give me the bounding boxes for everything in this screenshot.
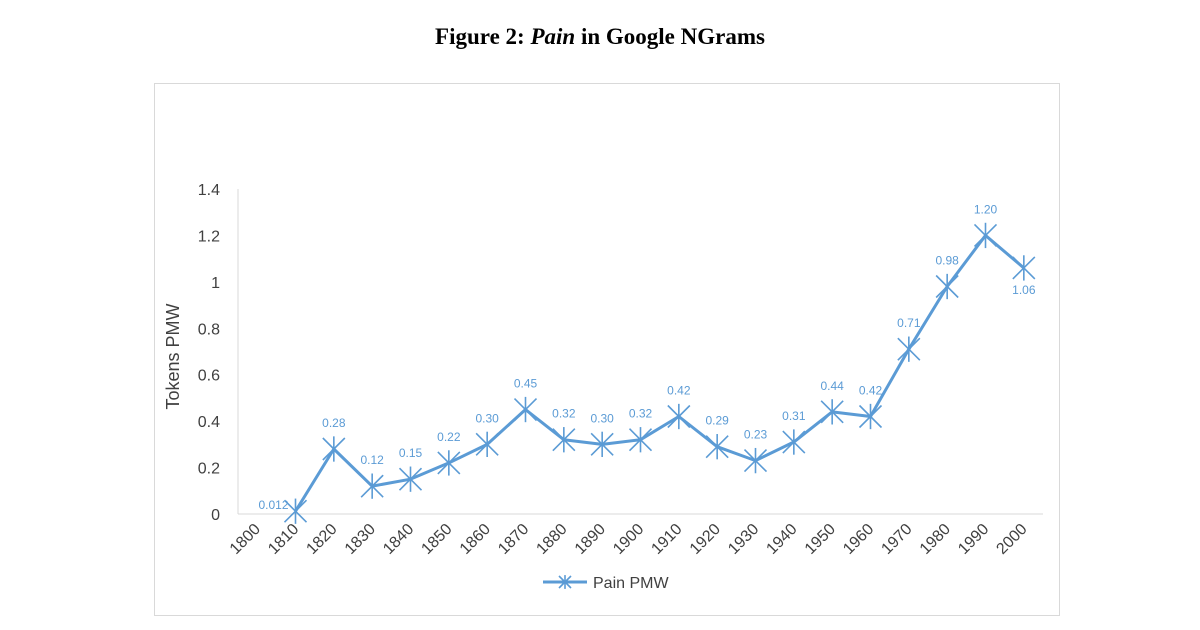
data-label: 0.30 bbox=[475, 411, 499, 425]
legend: Pain PMW bbox=[543, 575, 669, 592]
data-point-marker bbox=[360, 473, 384, 499]
data-label: 0.012 bbox=[258, 498, 288, 512]
data-label: 1.20 bbox=[974, 202, 998, 216]
data-label: 0.42 bbox=[859, 384, 883, 398]
data-label: 0.71 bbox=[897, 316, 921, 330]
data-point-marker bbox=[858, 403, 883, 430]
data-point-marker bbox=[667, 403, 691, 430]
x-tick-label: 1920 bbox=[687, 521, 724, 558]
series-line bbox=[294, 233, 1025, 513]
y-tick-label: 0.8 bbox=[198, 321, 220, 338]
data-point-marker bbox=[437, 450, 461, 476]
data-point-marker bbox=[283, 498, 308, 524]
data-point-marker bbox=[475, 431, 499, 458]
line-chart: 0 0.2 0.4 0.6 0.8 1 1.2 1.4 1800 1810 1820 1830 184… bbox=[163, 182, 1043, 592]
data-label: 0.29 bbox=[705, 414, 729, 428]
legend-marker-icon bbox=[558, 575, 572, 589]
data-label: 0.42 bbox=[667, 384, 691, 398]
data-label: 0.98 bbox=[935, 254, 959, 268]
data-point-marker bbox=[513, 396, 538, 423]
data-label: 0.32 bbox=[552, 407, 576, 421]
legend-label: Pain PMW bbox=[593, 575, 669, 592]
data-label: 0.45 bbox=[514, 377, 538, 391]
data-point-marker bbox=[398, 466, 423, 492]
data-point-marker bbox=[628, 427, 653, 453]
data-label: 1.06 bbox=[1012, 283, 1036, 297]
x-tick-label: 1870 bbox=[495, 521, 532, 558]
data-label: 0.32 bbox=[629, 407, 653, 421]
x-tick-label: 1850 bbox=[418, 521, 455, 558]
x-tick-label: 1940 bbox=[763, 521, 800, 558]
x-axis: 1800 1810 1820 1830 1840 1850 1860 1870 1880 1890… bbox=[227, 513, 1043, 558]
y-tick-label: 0.6 bbox=[198, 368, 220, 385]
y-tick-label: 1.2 bbox=[198, 228, 220, 245]
data-label: 0.15 bbox=[399, 446, 423, 460]
data-label: 0.23 bbox=[744, 428, 768, 442]
data-point-marker bbox=[705, 434, 729, 460]
x-tick-label: 1970 bbox=[878, 521, 915, 558]
figure-title-prefix: Figure 2: bbox=[435, 24, 531, 49]
data-point-marker bbox=[1012, 255, 1036, 281]
data-label: 0.44 bbox=[820, 379, 844, 393]
x-tick-label: 1810 bbox=[265, 521, 302, 558]
data-point-marker bbox=[782, 429, 806, 455]
data-label: 0.30 bbox=[590, 411, 614, 425]
y-tick-label: 1.4 bbox=[198, 182, 220, 199]
figure-title-suffix: in Google NGrams bbox=[575, 24, 765, 49]
x-tick-label: 1950 bbox=[802, 521, 839, 558]
data-point-marker bbox=[897, 336, 921, 362]
data-point-marker bbox=[973, 222, 998, 249]
chart-area: 0 0.2 0.4 0.6 0.8 1 1.2 1.4 1800 1810 1820 1830 184… bbox=[154, 83, 1060, 616]
x-tick-label: 1960 bbox=[840, 521, 877, 558]
x-tick-label: 2000 bbox=[993, 521, 1030, 558]
x-tick-label: 1830 bbox=[342, 521, 379, 558]
series-pain-pmw bbox=[283, 222, 1036, 524]
y-axis: 0 0.2 0.4 0.6 0.8 1 1.2 1.4 bbox=[198, 182, 239, 524]
y-tick-label: 0.2 bbox=[198, 461, 220, 478]
data-point-marker bbox=[322, 436, 346, 462]
data-point-marker bbox=[743, 447, 768, 474]
x-tick-label: 1820 bbox=[303, 521, 340, 558]
y-tick-label: 0 bbox=[211, 507, 220, 524]
x-tick-label: 1800 bbox=[227, 521, 264, 558]
data-point-marker bbox=[820, 399, 844, 425]
data-label: 0.31 bbox=[782, 409, 806, 423]
data-label: 0.28 bbox=[322, 416, 346, 430]
data-label: 0.12 bbox=[360, 453, 384, 467]
x-tick-label: 1990 bbox=[955, 521, 992, 558]
x-tick-label: 1910 bbox=[648, 521, 685, 558]
y-axis-title: Tokens PMW bbox=[163, 303, 183, 409]
x-tick-label: 1980 bbox=[917, 521, 954, 558]
data-point-marker bbox=[590, 431, 614, 458]
data-label: 0.22 bbox=[437, 430, 461, 444]
x-tick-label: 1860 bbox=[457, 521, 494, 558]
figure-title: Figure 2: Pain in Google NGrams bbox=[0, 24, 1200, 50]
x-tick-label: 1840 bbox=[380, 521, 417, 558]
data-labels: 0.012 0.28 0.12 0.15 0.22 0.30 0.45 0.32 0.30 0.3… bbox=[258, 202, 1035, 512]
figure-title-italic: Pain bbox=[530, 24, 576, 49]
data-point-marker bbox=[552, 427, 576, 453]
x-tick-label: 1930 bbox=[725, 521, 762, 558]
x-tick-label: 1890 bbox=[572, 521, 609, 558]
data-point-marker bbox=[935, 273, 959, 300]
y-tick-label: 1 bbox=[211, 275, 220, 292]
x-tick-label: 1880 bbox=[533, 521, 570, 558]
x-tick-label: 1900 bbox=[610, 521, 647, 558]
y-tick-label: 0.4 bbox=[198, 414, 220, 431]
